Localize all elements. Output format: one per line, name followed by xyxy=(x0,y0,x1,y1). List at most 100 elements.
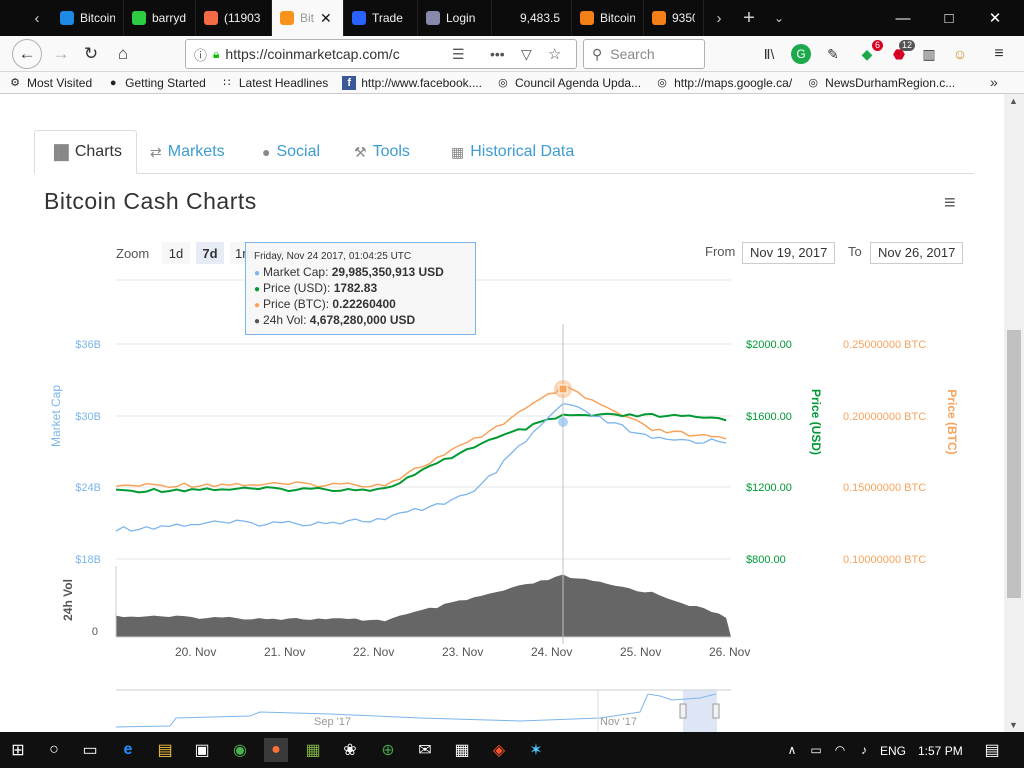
scroll-up-arrow[interactable]: ▲ xyxy=(1009,96,1018,106)
bookmark-item[interactable]: ∷ Latest Headlines xyxy=(220,76,328,90)
series-dot-icon: ● xyxy=(254,284,261,295)
close-tab-icon[interactable]: ✕ xyxy=(320,9,332,26)
bookmark-star-icon[interactable]: ☆ xyxy=(548,46,562,63)
price-btc-line[interactable] xyxy=(115,383,727,489)
bookmarks-overflow-icon[interactable]: » xyxy=(990,74,998,90)
tab-list-button[interactable]: ⌄ xyxy=(773,11,785,25)
chart-tooltip: Friday, Nov 24 2017, 01:04:25 UTC ● Marke… xyxy=(245,242,476,335)
battery-icon[interactable]: ▭ xyxy=(810,743,822,757)
price-usd-line[interactable] xyxy=(115,412,727,494)
back-button[interactable]: ← xyxy=(12,39,42,69)
bookmark-item[interactable]: ● Getting Started xyxy=(106,76,206,90)
tabs-scroll-right-button[interactable]: › xyxy=(716,9,722,27)
market-cap-line[interactable] xyxy=(115,403,727,532)
tab-historical-data[interactable]: ▦ Historical Data xyxy=(451,130,574,174)
zoom-button-1d[interactable]: 1d xyxy=(162,242,190,264)
addon-notification-icon[interactable]: ◆ 6 xyxy=(857,40,883,64)
brave-icon[interactable]: ◈ xyxy=(492,742,506,759)
page-actions-icon[interactable]: ••• xyxy=(490,46,505,62)
reload-button[interactable]: ↻ xyxy=(83,44,99,63)
bookmark-item[interactable]: ⚙ Most Visited xyxy=(8,76,92,90)
show-hidden-icons[interactable]: ∧ xyxy=(787,743,797,757)
chart-navigator[interactable]: Sep '17 Nov '17 xyxy=(115,689,731,732)
calculator-grid-icon[interactable]: ▦ xyxy=(305,742,321,759)
volume-icon[interactable]: ♪ xyxy=(861,743,867,757)
tab-markets[interactable]: ⇄ Markets xyxy=(150,130,225,174)
zoom-label: Zoom xyxy=(116,246,149,261)
mail-icon[interactable]: ✉ xyxy=(418,742,432,759)
tabs-scroll-left-button[interactable]: ‹ xyxy=(34,9,40,27)
notifications-icon[interactable]: ▤ xyxy=(984,742,1000,759)
edge-icon[interactable]: e xyxy=(123,741,133,758)
browser-tab[interactable]: Login xyxy=(418,0,492,36)
wifi-icon[interactable]: ◠ xyxy=(834,743,846,757)
new-tab-button[interactable]: + xyxy=(743,6,755,29)
navigator-right-handle[interactable] xyxy=(712,703,720,719)
scroll-down-arrow[interactable]: ▼ xyxy=(1009,720,1018,730)
volume-area[interactable] xyxy=(116,574,731,637)
bookmark-label: Most Visited xyxy=(27,75,93,90)
chart-menu-icon[interactable]: ≡ xyxy=(944,192,956,214)
sidebar-icon[interactable]: ▥ xyxy=(922,45,936,62)
browser-tab[interactable]: Bitcoin xyxy=(572,0,644,36)
clock[interactable]: 1:57 PM xyxy=(918,744,963,758)
home-button[interactable]: ⌂ xyxy=(117,44,129,63)
maximize-button[interactable]: □ xyxy=(944,9,954,27)
firefox-icon[interactable]: ● xyxy=(264,738,288,762)
navigator-selection[interactable] xyxy=(683,690,717,732)
info-icon[interactable]: ⓘ xyxy=(194,47,208,63)
minimize-button[interactable]: — xyxy=(895,9,911,27)
app-icon[interactable]: ✶ xyxy=(529,742,543,759)
scrollbar-thumb[interactable] xyxy=(1007,330,1021,598)
menu-hamburger-icon[interactable]: ≡ xyxy=(994,45,1004,62)
to-date-input[interactable]: Nov 26, 2017 xyxy=(870,242,964,264)
store-icon[interactable]: ▣ xyxy=(194,742,210,759)
pocket-icon[interactable]: ▽ xyxy=(521,45,532,62)
navigator-left-handle[interactable] xyxy=(679,703,687,719)
browser-tab[interactable]: barryd xyxy=(124,0,196,36)
paint-icon[interactable]: ❀ xyxy=(343,742,357,759)
search-box[interactable]: ⚲ Search xyxy=(583,39,705,69)
reader-view-icon[interactable]: ☰ xyxy=(452,45,465,62)
bookmark-label: Council Agenda Upda... xyxy=(514,75,642,90)
tab-tools[interactable]: ⚒ Tools xyxy=(354,130,410,174)
browser-tab[interactable]: 9,483.5 (BT xyxy=(492,0,572,36)
browser-tab[interactable]: Trade xyxy=(344,0,418,36)
close-window-button[interactable]: ✕ xyxy=(988,10,1002,27)
hover-marker-market-cap xyxy=(558,417,568,427)
tab-title: Bitcoin xyxy=(600,11,635,25)
bookmark-label: http://www.facebook.... xyxy=(361,75,482,90)
bookmark-item[interactable]: ◎ NewsDurhamRegion.c... xyxy=(806,76,955,90)
adblock-icon[interactable]: ⬣ 12 xyxy=(889,40,915,64)
market-cap-axis-title: Market Cap xyxy=(49,385,63,447)
browser-tab[interactable]: (11903 xyxy=(196,0,272,36)
globe-icon: ◎ xyxy=(498,77,508,89)
bookmark-item[interactable]: f http://www.facebook.... xyxy=(342,75,482,90)
language-indicator[interactable]: ENG xyxy=(880,744,907,758)
cortana-search-icon[interactable]: ○ xyxy=(49,741,59,758)
zoom-button-7d[interactable]: 7d xyxy=(196,242,224,264)
browser-tab[interactable]: 9350 xyxy=(644,0,704,36)
addon-face-icon[interactable]: ☺ xyxy=(952,46,968,62)
bookmark-item[interactable]: ◎ Council Agenda Upda... xyxy=(496,76,641,90)
from-date-input[interactable]: Nov 19, 2017 xyxy=(742,242,836,264)
tab-social[interactable]: ● Social xyxy=(262,130,320,174)
tab-charts[interactable]: ▐█ Charts xyxy=(34,130,137,174)
grammarly-icon[interactable]: G xyxy=(791,44,811,64)
forward-button[interactable]: → xyxy=(52,44,70,63)
tooltip-header: Friday, Nov 24 2017, 01:04:25 UTC xyxy=(254,251,412,262)
library-icon[interactable]: Ⅱ\ xyxy=(763,45,775,62)
browser-tab[interactable]: Bitcoin xyxy=(52,0,124,36)
task-view-icon[interactable]: ▭ xyxy=(82,742,98,759)
chrome-icon[interactable]: ◉ xyxy=(233,742,247,759)
facebook-icon: f xyxy=(342,75,357,90)
chart[interactable]: Zoom1d7d1m3m1yYTDALL$18B$24B$30B$36B$800… xyxy=(0,94,1004,732)
file-explorer-icon[interactable]: ▤ xyxy=(157,742,173,759)
eyedropper-icon[interactable]: ✎ xyxy=(827,45,839,62)
browser-tab[interactable]: Bit ✕ xyxy=(272,0,344,36)
calculator-icon[interactable]: ▦ xyxy=(454,742,470,759)
globe-app-icon[interactable]: ⊕ xyxy=(381,742,395,759)
windows-start-icon[interactable]: ⊞ xyxy=(11,742,25,759)
bookmark-item[interactable]: ◎ http://maps.google.ca/ xyxy=(655,76,792,90)
url-bar[interactable]: ⓘ 🔒︎ https://coinmarketcap.com/c ☰ ••• ▽… xyxy=(185,39,577,69)
